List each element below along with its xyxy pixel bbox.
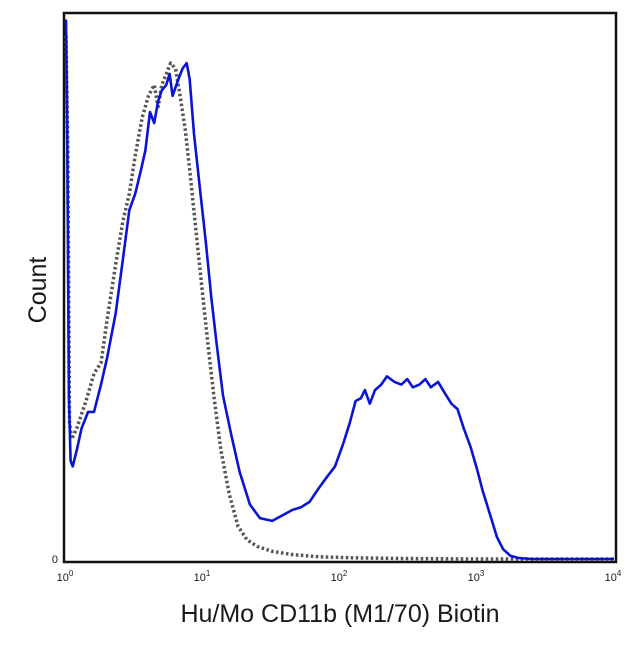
x-tick-labels: 100 101 102 103 104 [57,569,622,584]
x-axis-title: Hu/Mo CD11b (M1/70) Biotin [180,600,499,628]
x-tick-label: 102 [331,569,348,584]
x-tick-label: 103 [468,569,485,584]
x-tick-label: 104 [605,569,622,584]
x-tick-label: 100 [57,569,74,584]
series-line-dotted [64,35,614,561]
y-tick-labels: 0 [52,554,58,566]
series-layer [64,19,614,561]
y-axis-title: Count [24,257,52,324]
y-tick-label: 0 [52,554,58,566]
plot-frame [62,11,618,564]
x-tick-label: 101 [194,569,211,584]
plot-area [62,11,618,564]
series-line-solid [64,19,614,561]
